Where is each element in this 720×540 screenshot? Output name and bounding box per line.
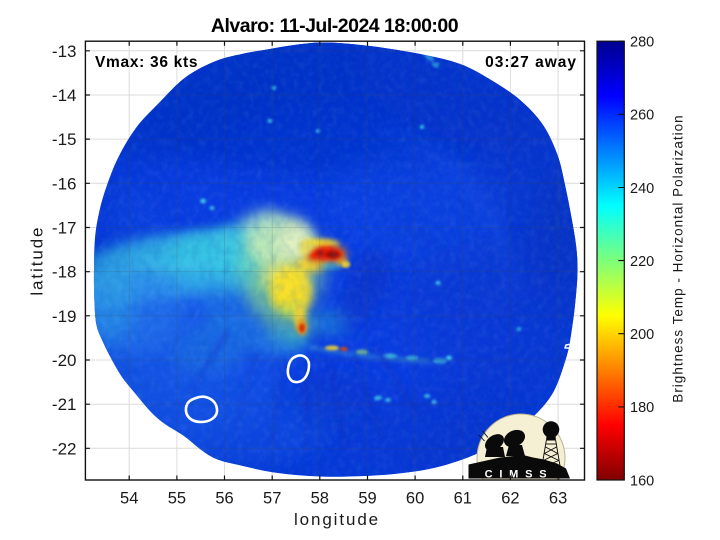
svg-text:240: 240 (630, 181, 654, 197)
svg-text:CIMSS: CIMSS (485, 469, 554, 481)
svg-text:-18: -18 (52, 263, 77, 282)
svg-text:-22: -22 (52, 439, 77, 458)
svg-text:280: 280 (630, 35, 654, 51)
svg-text:260: 260 (630, 108, 654, 124)
svg-text:57: 57 (263, 489, 281, 507)
svg-text:180: 180 (630, 400, 654, 416)
svg-text:63: 63 (549, 489, 567, 507)
svg-text:-17: -17 (52, 219, 77, 238)
svg-text:200: 200 (630, 327, 654, 343)
svg-text:-15: -15 (52, 130, 77, 149)
svg-text:Alvaro: 11-Jul-2024 18:00:00: Alvaro: 11-Jul-2024 18:00:00 (211, 15, 459, 37)
svg-text:56: 56 (215, 489, 233, 507)
svg-text:Vmax: 36 kts: Vmax: 36 kts (95, 54, 198, 71)
svg-text:58: 58 (311, 489, 329, 507)
svg-text:61: 61 (454, 489, 472, 507)
svg-text:-20: -20 (52, 351, 77, 370)
svg-text:-13: -13 (52, 42, 77, 61)
svg-text:-19: -19 (52, 307, 77, 326)
svg-text:03:27 away: 03:27 away (485, 54, 577, 71)
svg-text:54: 54 (120, 489, 138, 507)
svg-text:-14: -14 (52, 86, 77, 105)
svg-text:longitude: longitude (294, 510, 380, 529)
svg-text:62: 62 (501, 489, 519, 507)
svg-text:Brightness Temp - Horizontal P: Brightness Temp - Horizontal Polarizatio… (671, 114, 686, 402)
svg-text:55: 55 (168, 489, 186, 507)
svg-text:-16: -16 (52, 174, 77, 193)
svg-text:60: 60 (406, 489, 424, 507)
svg-text:160: 160 (630, 473, 654, 489)
svg-text:-21: -21 (52, 395, 77, 414)
svg-text:59: 59 (358, 489, 376, 507)
svg-text:latitude: latitude (28, 226, 47, 296)
svg-text:220: 220 (630, 254, 654, 270)
